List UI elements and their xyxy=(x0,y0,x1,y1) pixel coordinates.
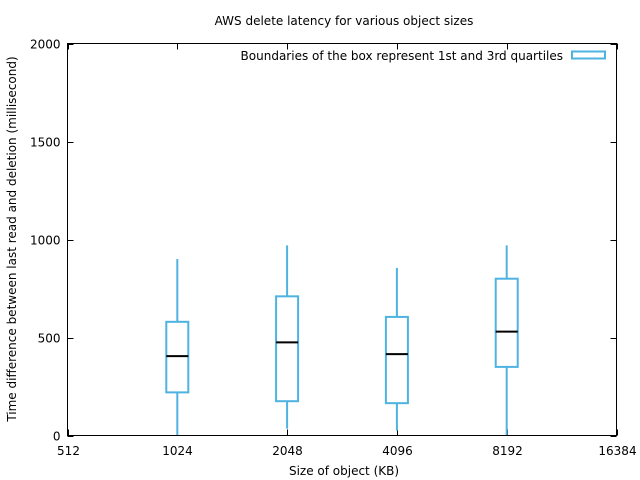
plot-frame xyxy=(67,43,617,436)
box-iqr xyxy=(494,277,519,368)
y-axis-label: Time difference between last read and de… xyxy=(5,56,19,422)
box-iqr xyxy=(384,315,409,405)
y-tick-label: 2000 xyxy=(30,38,61,52)
grid-and-ticks: 0 500 1000 1500 2000 512 1024 2048 4096 8192 16384 xyxy=(30,38,637,459)
x-tick-label: 512 xyxy=(57,444,80,458)
x-tick-label: 4096 xyxy=(382,444,413,458)
boxes-layer xyxy=(165,245,519,436)
chart-title: AWS delete latency for various object si… xyxy=(215,14,474,28)
legend-label: Boundaries of the box represent 1st and … xyxy=(241,49,563,63)
y-tick-label: 0 xyxy=(53,430,61,444)
x-tick-label: 1024 xyxy=(162,444,193,458)
box-iqr xyxy=(275,295,300,403)
x-axis-label: Size of object (KB) xyxy=(289,464,399,478)
x-tick-label: 2048 xyxy=(272,444,303,458)
box-1024 xyxy=(165,259,190,436)
x-tick-label: 16384 xyxy=(598,444,636,458)
box-4096 xyxy=(384,267,409,431)
box-2048 xyxy=(275,245,300,429)
y-tick-label: 1000 xyxy=(30,234,61,248)
legend-swatch xyxy=(571,50,606,60)
legend: Boundaries of the box represent 1st and … xyxy=(241,49,606,63)
y-tick-label: 1500 xyxy=(30,136,61,150)
box-8192 xyxy=(494,245,519,436)
x-tick-label: 8192 xyxy=(492,444,523,458)
y-tick-label: 500 xyxy=(38,332,61,346)
